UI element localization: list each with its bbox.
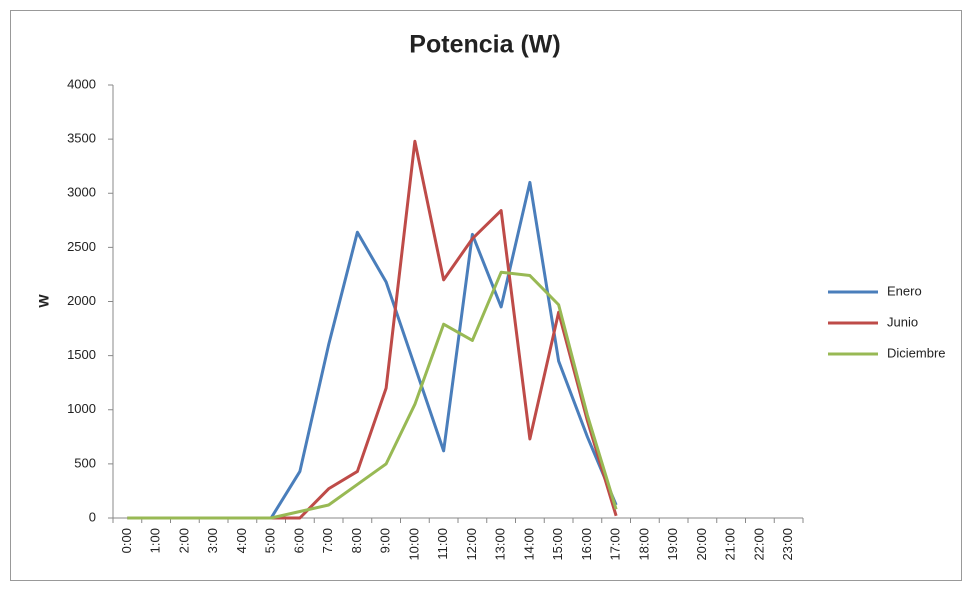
- x-tick-label: 7:00: [320, 528, 335, 553]
- x-tick-label: 23:00: [780, 528, 795, 561]
- x-tick-label: 22:00: [751, 528, 766, 561]
- legend-label: Diciembre: [887, 345, 946, 360]
- y-tick-label: 0: [89, 509, 96, 524]
- y-tick-label: 4000: [67, 76, 96, 91]
- series-line: [127, 270, 618, 520]
- x-tick-label: 16:00: [579, 528, 594, 561]
- x-tick-label: 3:00: [205, 528, 220, 553]
- y-tick-label: 500: [74, 455, 96, 470]
- x-tick-label: 15:00: [550, 528, 565, 561]
- x-tick-label: 9:00: [378, 528, 393, 553]
- legend-label: Enero: [887, 283, 922, 298]
- x-tick-label: 1:00: [148, 528, 163, 553]
- y-tick-label: 3000: [67, 185, 96, 200]
- x-tick-label: 20:00: [694, 528, 709, 561]
- y-tick-label: 3500: [67, 131, 96, 146]
- x-tick-label: 19:00: [665, 528, 680, 561]
- x-tick-label: 0:00: [119, 528, 134, 553]
- x-tick-label: 11:00: [435, 528, 450, 560]
- x-tick-label: 2:00: [176, 528, 191, 553]
- x-tick-label: 5:00: [263, 528, 278, 553]
- chart-border: [10, 10, 962, 581]
- x-tick-label: 8:00: [349, 528, 364, 553]
- chart-title: Potencia (W): [409, 31, 560, 59]
- y-axis-label: W: [36, 294, 52, 308]
- x-tick-label: 17:00: [608, 528, 623, 561]
- x-tick-label: 4:00: [234, 528, 249, 553]
- x-tick-label: 12:00: [464, 528, 479, 561]
- x-tick-label: 21:00: [723, 528, 738, 561]
- x-tick-label: 10:00: [406, 528, 421, 561]
- legend-label: Junio: [887, 314, 918, 329]
- x-tick-label: 6:00: [291, 528, 306, 553]
- y-tick-label: 1500: [67, 347, 96, 362]
- x-tick-label: 14:00: [521, 528, 536, 561]
- y-tick-label: 2000: [67, 293, 96, 308]
- x-tick-label: 18:00: [636, 528, 651, 561]
- y-tick-label: 1000: [67, 401, 96, 416]
- y-tick-label: 2500: [67, 239, 96, 254]
- x-tick-label: 13:00: [493, 528, 508, 561]
